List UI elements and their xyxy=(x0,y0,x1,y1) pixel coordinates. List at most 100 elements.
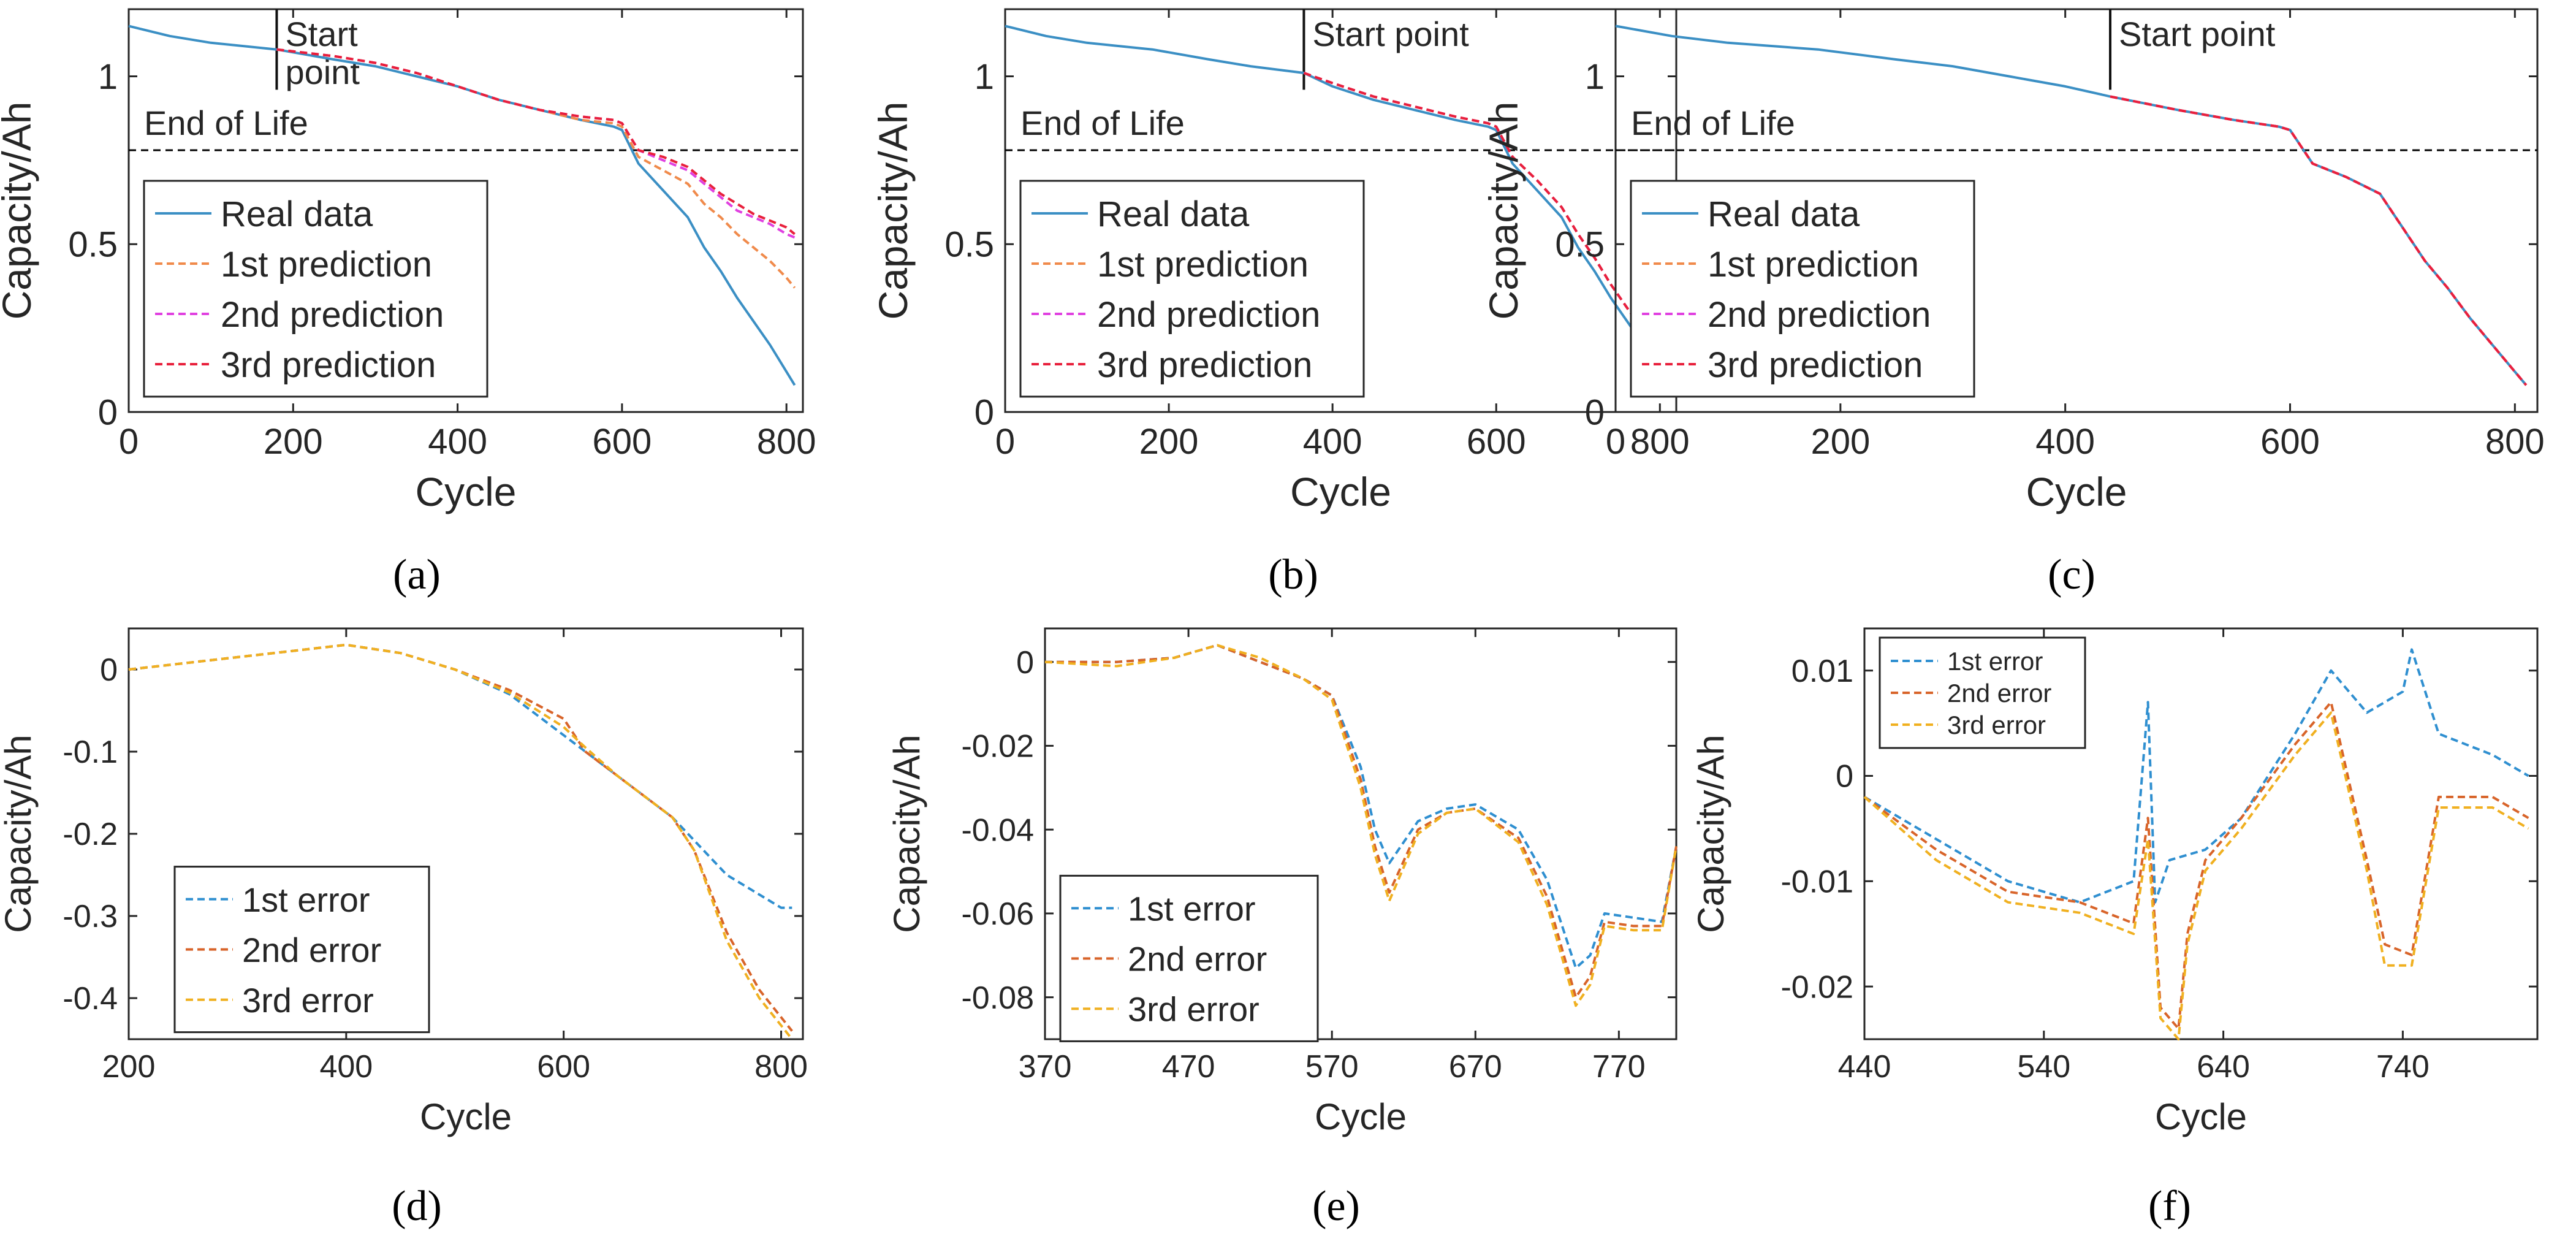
panel-caption: (a) xyxy=(393,551,441,598)
legend-label: 1st prediction xyxy=(221,245,432,284)
series-line-3rd-prediction xyxy=(2110,95,2528,386)
x-tick-label: 740 xyxy=(2376,1049,2430,1085)
x-tick-label: 400 xyxy=(319,1049,373,1085)
x-tick-label: 470 xyxy=(1162,1049,1215,1085)
x-tick-label: 600 xyxy=(2260,422,2320,462)
series-line-3rd-error xyxy=(1863,711,2529,1040)
y-tick-label: -0.4 xyxy=(63,981,118,1017)
legend-box xyxy=(143,180,488,398)
y-tick-label: 1 xyxy=(975,57,994,97)
legend: Real data 1st prediction 2nd prediction 3rd… xyxy=(143,180,488,398)
legend-label: 3rd error xyxy=(242,981,374,1020)
y-tick-label: 1 xyxy=(1585,57,1605,97)
series-line-1st-error xyxy=(128,643,792,909)
start-point-label: Start xyxy=(285,15,358,53)
panel-caption: (f) xyxy=(2148,1183,2191,1230)
y-tick-label: -0.01 xyxy=(1780,864,1853,900)
y-tick-label: -0.1 xyxy=(63,734,118,770)
y-tick-label: 0.5 xyxy=(944,225,994,265)
chart-panel-a: 0 200 400 600 800 0 0.5 1 Cycle Capacity/Ah End of… xyxy=(0,8,816,514)
y-tick-label: 1 xyxy=(98,57,118,97)
y-axis-label: Capacity/Ah xyxy=(870,102,916,320)
legend-label: 3rd prediction xyxy=(221,345,436,385)
end-of-life-label: End of Life xyxy=(1020,104,1185,142)
x-tick-label: 770 xyxy=(1592,1049,1646,1085)
x-tick-label: 0 xyxy=(1606,422,1625,462)
chart-panel-d: 200 400 600 800 0 -0.1 -0.2 -0.3 -0.4 Cycle Capaci… xyxy=(0,627,808,1137)
legend: Real data 1st prediction 2nd prediction 3rd… xyxy=(1019,180,1365,398)
y-tick-label: 0 xyxy=(100,652,118,688)
legend-label: 3rd prediction xyxy=(1708,345,1923,385)
y-axis-label: Capacity/Ah xyxy=(1481,102,1526,320)
legend-label: Real data xyxy=(221,194,373,234)
plot-frame xyxy=(1044,627,1677,1040)
legend-box xyxy=(1630,180,1975,398)
x-tick-label: 200 xyxy=(102,1049,156,1085)
series-line-real-data xyxy=(128,25,796,386)
y-axis-label: Capacity/Ah xyxy=(0,102,39,320)
legend-box xyxy=(1019,180,1365,398)
x-tick-label: 640 xyxy=(2197,1049,2250,1085)
x-tick-label: 400 xyxy=(1303,422,1362,462)
legend-label: 3rd error xyxy=(1947,711,2046,739)
start-point-label: Start point xyxy=(1312,15,1469,53)
legend-label: 3rd prediction xyxy=(1097,345,1312,385)
panel-caption: (e) xyxy=(1312,1183,1360,1230)
plot-frame xyxy=(1863,627,2539,1040)
x-tick-label: 370 xyxy=(1019,1049,1072,1085)
legend: 1st error 2nd error 3rd error xyxy=(173,866,430,1034)
legend-label: 2nd error xyxy=(1947,679,2051,708)
x-tick-label: 670 xyxy=(1449,1049,1502,1085)
x-axis-label: Cycle xyxy=(415,469,516,514)
legend-label: 1st error xyxy=(1128,890,1256,928)
legend-box xyxy=(173,866,430,1034)
y-axis-label: Capacity/Ah xyxy=(0,734,39,933)
x-tick-label: 600 xyxy=(537,1049,590,1085)
x-tick-label: 570 xyxy=(1305,1049,1359,1085)
series-line-2nd-prediction xyxy=(276,48,796,239)
series-line-2nd-error xyxy=(1045,644,1677,999)
legend-label: Real data xyxy=(1097,194,1250,234)
chart-panel-e: 370 470 570 670 770 0 -0.02 -0.04 -0.06 -0.08 Cycl… xyxy=(886,627,1677,1137)
y-tick-label: 0.5 xyxy=(1555,225,1605,265)
panel-caption: (d) xyxy=(392,1183,442,1230)
y-tick-label: 0 xyxy=(1016,645,1034,681)
legend-label: 1st prediction xyxy=(1708,245,1919,284)
y-tick-label: -0.02 xyxy=(961,729,1034,765)
legend-label: 1st prediction xyxy=(1097,245,1309,284)
x-tick-label: 800 xyxy=(757,422,816,462)
series-line-3rd-error xyxy=(128,643,793,1040)
plot-frame xyxy=(1614,8,2539,413)
x-tick-label: 440 xyxy=(1838,1049,1891,1085)
series-line-2nd-prediction xyxy=(2110,95,2528,386)
end-of-life-label: End of Life xyxy=(1631,104,1795,142)
x-tick-label: 600 xyxy=(592,422,652,462)
legend: Real data 1st prediction 2nd prediction 3rd… xyxy=(1630,180,1975,398)
panel-caption: (b) xyxy=(1268,551,1318,598)
x-tick-label: 800 xyxy=(2485,422,2545,462)
x-tick-label: 400 xyxy=(2035,422,2095,462)
y-tick-label: 0 xyxy=(1836,759,1853,795)
plot-frame xyxy=(127,8,804,413)
x-axis-label: Cycle xyxy=(1315,1096,1407,1137)
y-tick-label: -0.3 xyxy=(63,899,118,934)
x-tick-label: 800 xyxy=(754,1049,808,1085)
end-of-life-label: End of Life xyxy=(144,104,308,142)
legend-label: 2nd prediction xyxy=(1097,295,1320,335)
y-tick-label: -0.08 xyxy=(961,980,1034,1016)
series-line-1st-error xyxy=(1863,648,2529,904)
y-tick-label: -0.02 xyxy=(1780,969,1853,1005)
legend-label: 3rd error xyxy=(1128,990,1260,1029)
legend-label: Real data xyxy=(1708,194,1860,234)
x-tick-label: 200 xyxy=(1139,422,1199,462)
legend-label: 2nd error xyxy=(1128,940,1267,979)
legend-label: 1st error xyxy=(1947,647,2043,676)
x-tick-label: 0 xyxy=(119,422,139,462)
x-tick-label: 200 xyxy=(1810,422,1870,462)
legend-label: 2nd prediction xyxy=(1708,295,1931,335)
start-point-label: Start point xyxy=(2119,15,2276,53)
legend-label: 2nd error xyxy=(242,931,381,969)
panel-caption: (c) xyxy=(2048,551,2095,598)
legend-label: 2nd prediction xyxy=(221,295,444,335)
